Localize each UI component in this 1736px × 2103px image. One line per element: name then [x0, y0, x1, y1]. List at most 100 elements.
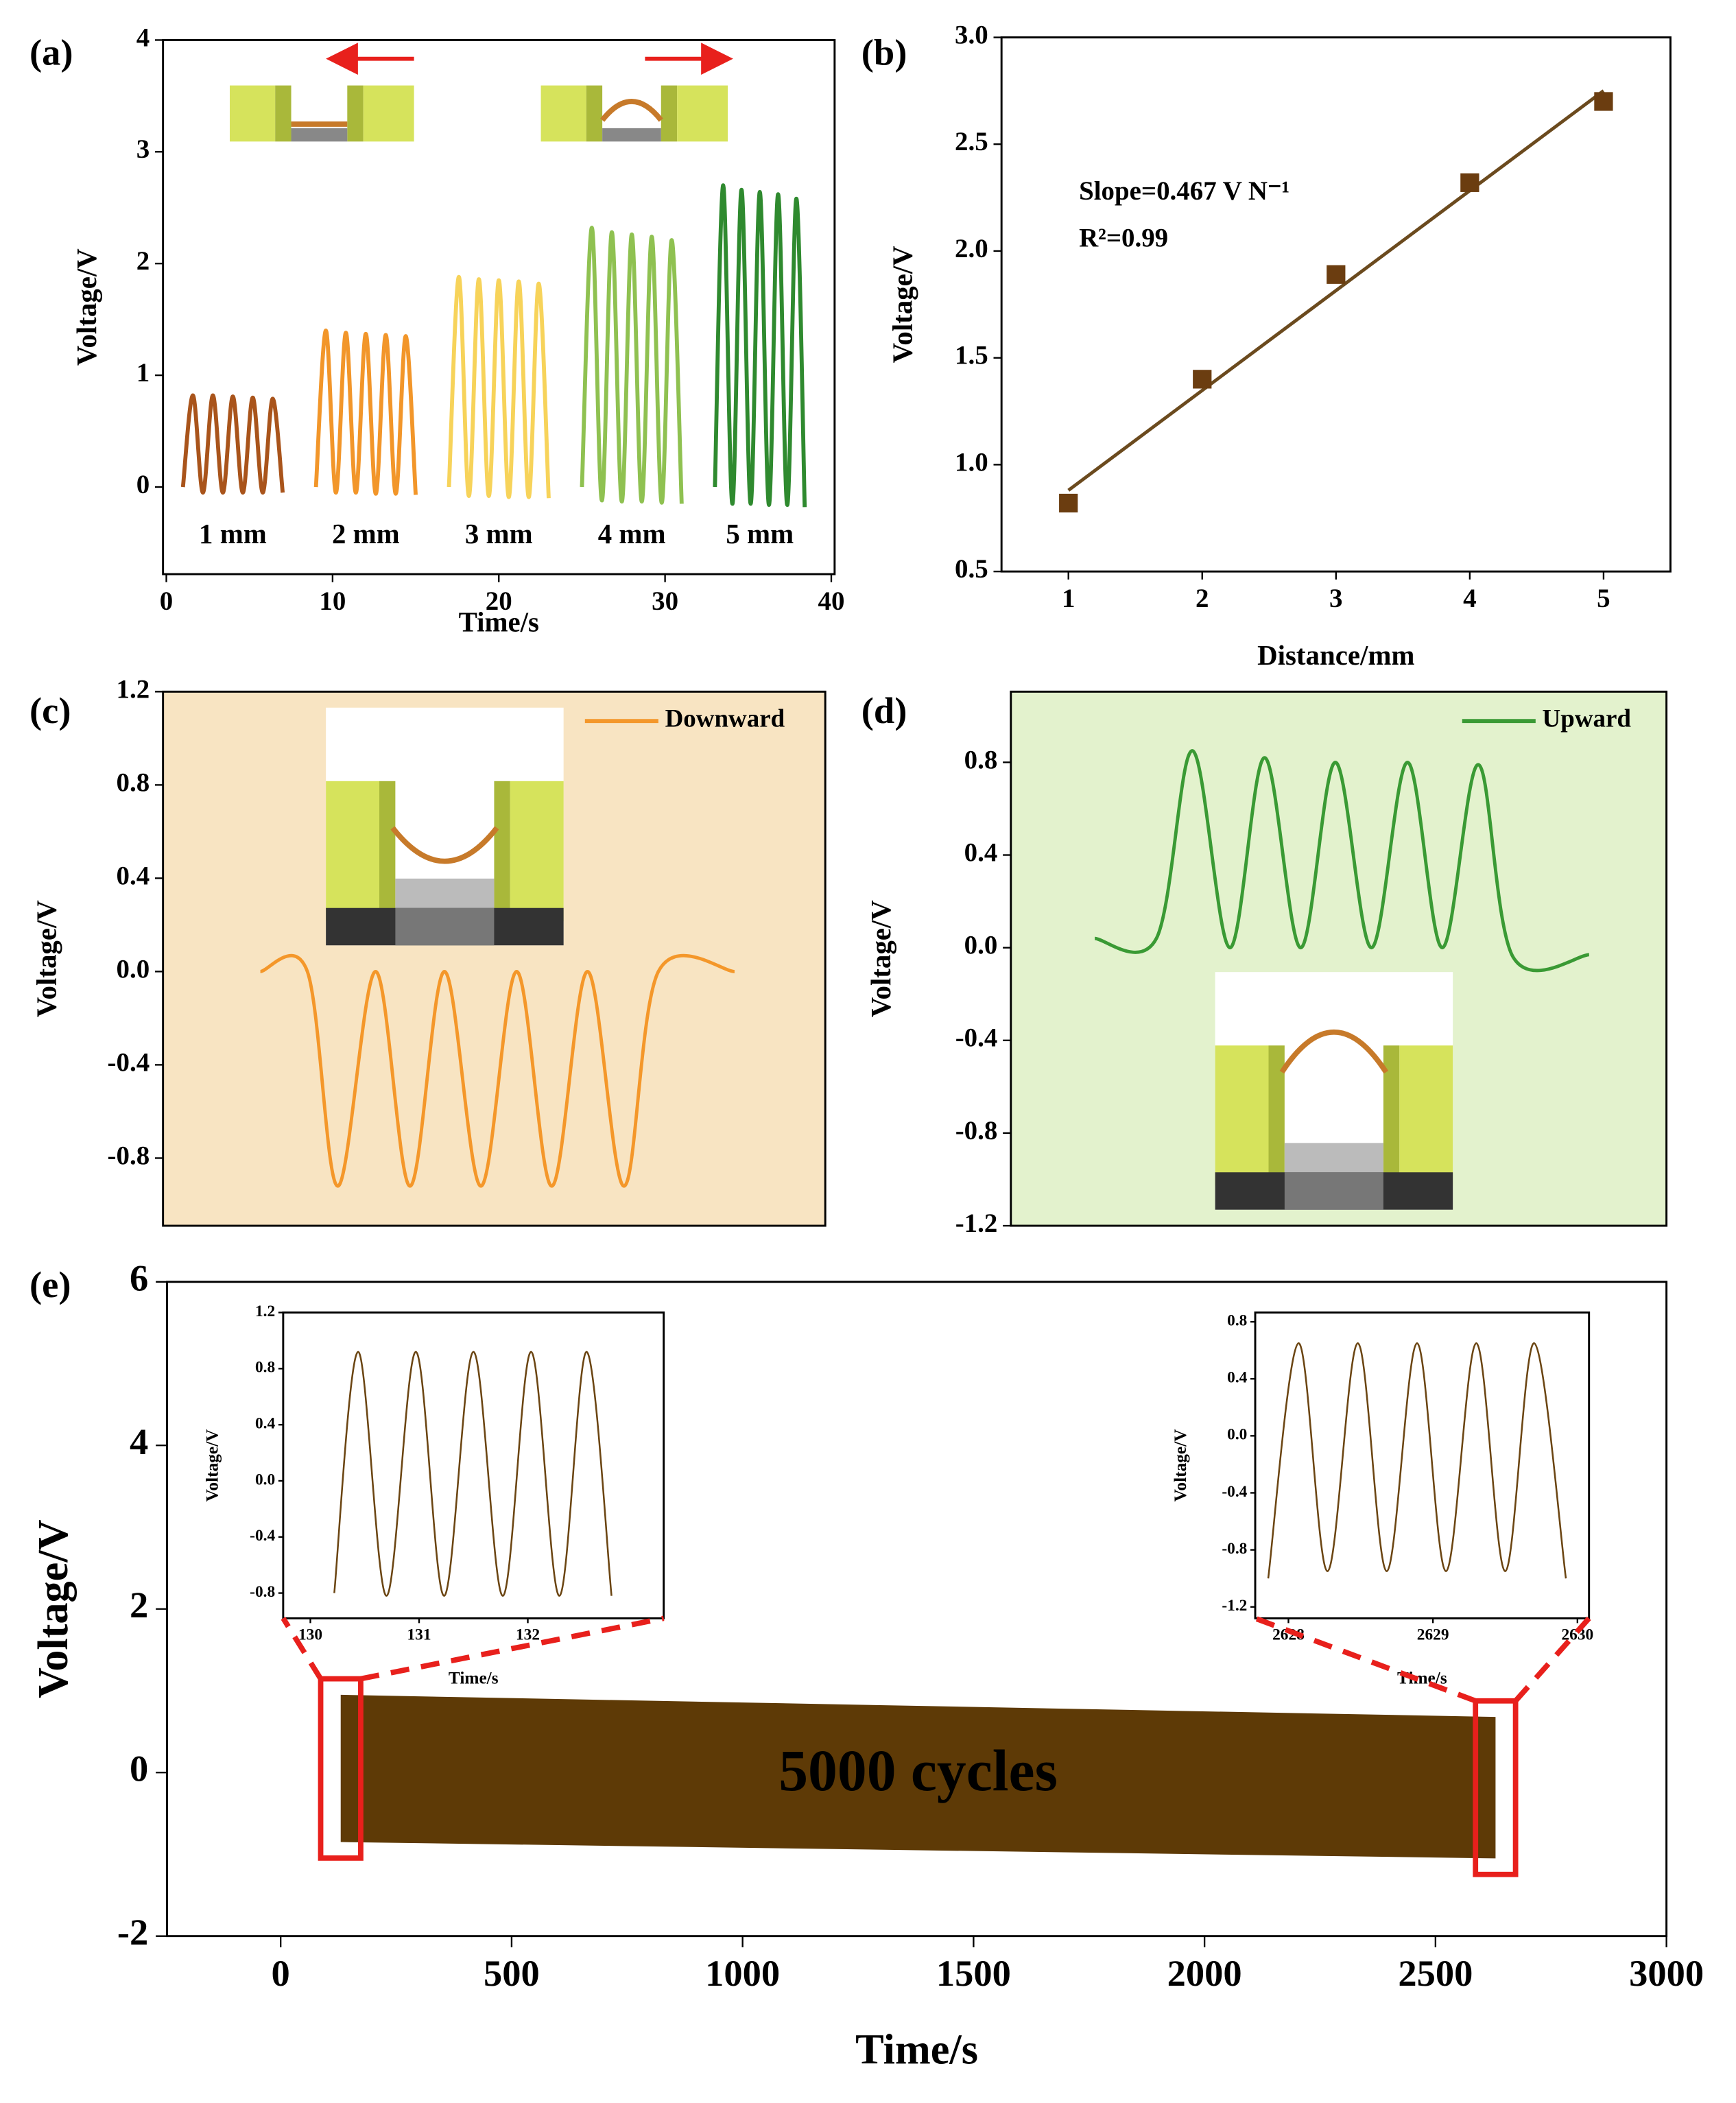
- panel: 130 131 132 1.2 0.8 0.4 0.0 -0.4 -0.8 Time/s Volta…: [202, 1303, 665, 1688]
- series-line: [259, 953, 735, 1188]
- panel: 1 2 3 4 5 0.5 1.0 1.5 2.0 2.5 3.0 (b) Distance/mm Vol…: [861, 20, 1672, 671]
- y-tick-label: 4: [136, 23, 150, 52]
- y-axis-label: Voltage/V: [29, 1519, 77, 1698]
- fit-line: [1067, 89, 1605, 492]
- panel: 0 10 20 30 40 0 1 2 3 4 (a) Time/s Voltage/V 1 mm 2 mm…: [29, 23, 844, 637]
- zoom-connector: [1254, 1615, 1477, 1704]
- y-tick-label: -1.2: [1222, 1597, 1247, 1615]
- panel-label: (b): [861, 31, 907, 73]
- block: [1268, 1045, 1285, 1186]
- y-tick-label: -0.8: [250, 1583, 275, 1601]
- legend-label: Downward: [665, 704, 785, 733]
- y-axis-label: Voltage/V: [1171, 1429, 1190, 1502]
- x-tick-label: 1: [1062, 584, 1075, 613]
- x-tick-label: 3: [1329, 584, 1342, 613]
- series-line: [447, 274, 551, 499]
- y-tick-label: 0.0: [1227, 1426, 1247, 1444]
- annotation: 5000 cycles: [778, 1738, 1058, 1803]
- x-tick-label: 4: [1463, 584, 1476, 613]
- y-tick-label: 4: [130, 1421, 148, 1462]
- zoom-connector: [360, 1615, 665, 1682]
- plot-frame: [166, 1281, 1668, 1938]
- y-tick-label: -0.4: [1222, 1483, 1247, 1501]
- zoom-box: [1473, 1698, 1519, 1877]
- x-tick-label: 1000: [705, 1952, 780, 1994]
- series-label: 2 mm: [332, 519, 400, 549]
- y-tick-label: 1.2: [117, 674, 150, 704]
- y-tick-label: 0.8: [117, 768, 150, 797]
- y-tick-label: 2: [136, 246, 150, 276]
- y-tick-label: 6: [130, 1257, 148, 1298]
- fixture-flat: [229, 43, 414, 142]
- y-tick-label: 0.4: [964, 837, 998, 867]
- y-axis-label: Voltage/V: [32, 900, 62, 1018]
- y-tick-label: 0.4: [255, 1415, 276, 1433]
- block: [1215, 1045, 1269, 1186]
- y-tick-label: 2: [130, 1584, 148, 1626]
- series-label: 5 mm: [726, 519, 794, 549]
- legend-label: Upward: [1543, 704, 1632, 733]
- series-line: [180, 393, 285, 495]
- series-line: [580, 226, 684, 505]
- y-tick-label: -0.8: [955, 1116, 998, 1145]
- x-tick-label: 132: [516, 1626, 540, 1643]
- y-tick-label: -0.4: [250, 1527, 275, 1545]
- block: [1383, 1045, 1400, 1186]
- y-axis-label: Voltage/V: [866, 900, 896, 1018]
- y-tick-label: 0.8: [1227, 1311, 1247, 1329]
- series-label: 1 mm: [199, 519, 267, 549]
- y-tick-label: 3: [136, 134, 150, 164]
- series-label: 3 mm: [465, 519, 533, 549]
- x-axis-label: Time/s: [449, 1669, 499, 1688]
- y-tick-label: 0.0: [117, 954, 150, 984]
- y-tick-label: -0.4: [108, 1047, 150, 1077]
- zoom-connector: [281, 1617, 323, 1680]
- panel-label: (e): [29, 1263, 71, 1305]
- panel-label: (c): [29, 689, 71, 731]
- x-tick-label: 30: [652, 586, 678, 616]
- y-tick-label: 0.8: [255, 1359, 275, 1377]
- x-axis-label: Distance/mm: [1257, 640, 1414, 671]
- fixture-illustration: [326, 707, 564, 946]
- stage: [1284, 1172, 1383, 1210]
- series-line: [713, 183, 807, 508]
- panel: 0 500 1000 1500 2000 2500 3000 -2 0 2 4 6 (e) Time/s V…: [29, 1257, 1704, 2073]
- block: [379, 781, 396, 922]
- stage: [395, 907, 495, 946]
- y-tick-label: 0: [136, 470, 150, 499]
- y-axis-label: Voltage/V: [202, 1429, 222, 1502]
- y-tick-label: 1.5: [955, 341, 988, 370]
- y-tick-label: 0.0: [255, 1471, 275, 1488]
- series-line: [1267, 1342, 1567, 1579]
- block: [494, 781, 510, 922]
- series-line: [1094, 749, 1590, 973]
- x-tick-label: 0: [272, 1952, 290, 1994]
- y-tick-label: -2: [117, 1911, 148, 1953]
- panel: 2628 2629 26300.80.40.0-0.4-0.8-1.2Time/sV…: [1171, 1311, 1593, 1688]
- x-tick-label: 2000: [1167, 1952, 1242, 1994]
- plot-frame: [1254, 1311, 1591, 1619]
- panel-label: (d): [861, 689, 907, 731]
- x-tick-label: 3000: [1629, 1952, 1704, 1994]
- y-tick-label: -1.2: [955, 1209, 998, 1238]
- x-tick-label: 130: [298, 1626, 322, 1643]
- annotation: Slope=0.467 V N⁻¹: [1079, 176, 1289, 206]
- fixture-bent: [540, 43, 733, 142]
- data-point: [1460, 173, 1479, 192]
- y-tick-label: 0: [130, 1748, 148, 1790]
- y-tick-label: -0.4: [955, 1023, 998, 1053]
- x-tick-label: 40: [818, 586, 845, 616]
- block: [1399, 1045, 1453, 1186]
- x-axis-label: Time/s: [855, 2025, 978, 2073]
- panel-label: (a): [29, 31, 73, 73]
- y-tick-label: 0.4: [1227, 1369, 1248, 1387]
- fixture-illustration: [1215, 972, 1453, 1210]
- signal-band: [340, 1694, 1496, 1859]
- x-tick-label: 131: [407, 1626, 431, 1643]
- y-tick-label: 0.0: [964, 931, 998, 960]
- illustrations: [229, 43, 733, 142]
- x-tick-label: 2629: [1417, 1626, 1449, 1643]
- y-tick-label: 0.5: [955, 554, 988, 584]
- plot-frame: [162, 38, 836, 575]
